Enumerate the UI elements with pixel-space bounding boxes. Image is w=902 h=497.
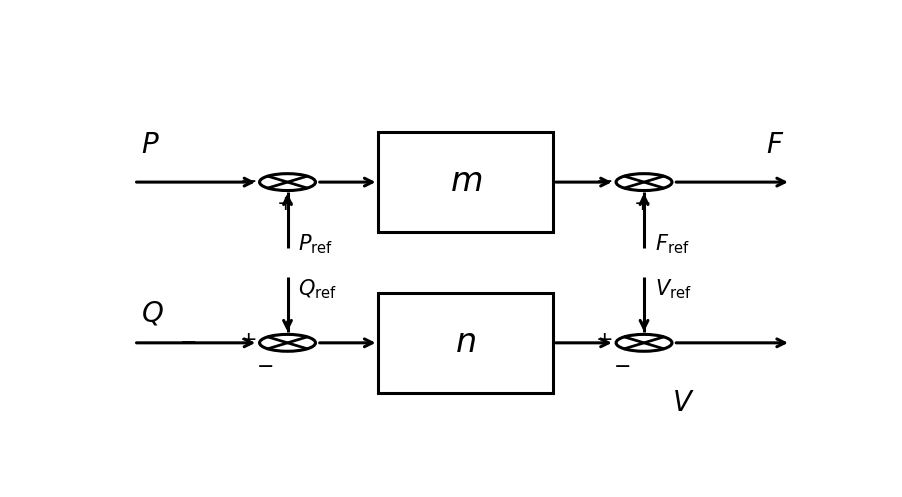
Text: $-$: $-$ bbox=[239, 169, 256, 189]
Text: $+$: $+$ bbox=[632, 194, 650, 214]
Text: $-$: $-$ bbox=[179, 331, 197, 351]
Text: $Q$: $Q$ bbox=[141, 300, 163, 328]
Text: $F_{\mathrm{ref}}$: $F_{\mathrm{ref}}$ bbox=[655, 233, 689, 256]
Text: $n$: $n$ bbox=[456, 327, 476, 359]
Text: $+$: $+$ bbox=[276, 194, 293, 214]
Bar bbox=[379, 132, 553, 232]
Bar bbox=[379, 293, 553, 393]
Text: $F$: $F$ bbox=[766, 132, 784, 159]
Text: $P$: $P$ bbox=[141, 132, 160, 159]
Text: $-$: $-$ bbox=[612, 355, 630, 375]
Text: $-$: $-$ bbox=[595, 169, 612, 189]
Text: $Q_{\mathrm{ref}}$: $Q_{\mathrm{ref}}$ bbox=[298, 277, 336, 301]
Text: $V$: $V$ bbox=[672, 390, 695, 416]
Text: $P_{\mathrm{ref}}$: $P_{\mathrm{ref}}$ bbox=[298, 233, 333, 256]
Text: $m$: $m$ bbox=[450, 166, 482, 198]
Text: $-$: $-$ bbox=[256, 355, 273, 375]
Text: $V_{\mathrm{ref}}$: $V_{\mathrm{ref}}$ bbox=[655, 277, 691, 301]
Text: $+$: $+$ bbox=[595, 331, 612, 350]
Text: $+$: $+$ bbox=[239, 331, 256, 350]
